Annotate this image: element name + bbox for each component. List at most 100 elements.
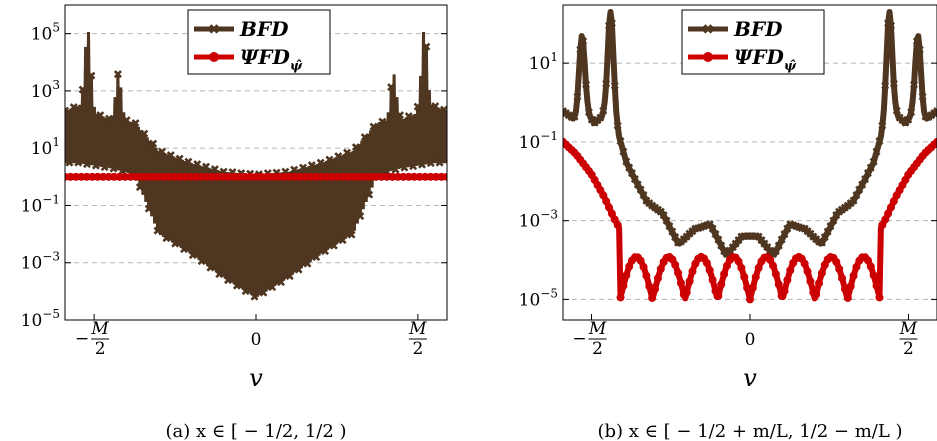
series-marker: ✖ <box>906 105 916 119</box>
series-marker: ✖ <box>382 165 392 179</box>
series-marker <box>803 267 812 276</box>
series-marker <box>869 271 878 280</box>
series-marker <box>817 268 826 277</box>
x-tick-label: − M2 <box>572 319 606 359</box>
series-marker: ✖ <box>909 78 919 92</box>
series-marker: ✖ <box>814 235 824 249</box>
series-marker: ✖ <box>736 230 746 244</box>
series-marker: ✖ <box>188 248 198 262</box>
tick-denominator: 2 <box>412 339 423 359</box>
legend-label: BFD <box>239 17 289 41</box>
series-marker: ✖ <box>395 109 405 123</box>
x-axis-label: v <box>743 364 757 392</box>
series-marker <box>774 280 783 289</box>
series-marker <box>714 291 723 300</box>
y-tick-label: 103 <box>31 78 60 102</box>
series-marker: ✖ <box>346 228 356 242</box>
series-marker: ✖ <box>679 233 689 247</box>
legend-label: BFD <box>733 17 783 41</box>
series-marker <box>639 262 648 271</box>
series-marker: ✖ <box>386 80 396 94</box>
series-marker: ✖ <box>201 160 211 174</box>
series-marker: ✖ <box>797 221 807 235</box>
series-marker: ✖ <box>581 78 591 92</box>
series-marker: ✖ <box>166 148 176 162</box>
series-marker: ✖ <box>725 244 735 258</box>
series-marker <box>812 290 821 299</box>
series-marker: ✖ <box>82 158 92 172</box>
series-marker: ✖ <box>569 110 579 124</box>
series-marker: ✖ <box>808 230 818 244</box>
series-marker: ✖ <box>696 220 706 234</box>
series-marker: ✖ <box>880 79 890 93</box>
series-marker <box>676 279 685 288</box>
series-marker: ✖ <box>929 106 937 120</box>
series-marker: ✖ <box>104 112 114 126</box>
series-marker: ✖ <box>843 199 853 213</box>
tick-text: 0 <box>251 330 262 350</box>
series-marker: ✖ <box>285 270 295 284</box>
series-marker: ✖ <box>849 194 859 208</box>
series-marker: ✖ <box>708 222 718 236</box>
series-marker: ✖ <box>653 203 663 217</box>
series-marker <box>852 262 861 271</box>
plot-area: ✖✖✖✖✖✖✖✖✖✖✖✖✖✖✖✖✖✖✖✖✖✖✖✖✖✖✖✖✖✖✖✖✖✖✖✖✖✖✖✖… <box>563 9 937 304</box>
series-psifd <box>65 172 447 181</box>
series-marker: ✖ <box>232 279 242 293</box>
series-marker: ✖ <box>817 236 827 250</box>
series-marker: ✖ <box>699 219 709 233</box>
series-marker <box>688 267 697 276</box>
series-marker: ✖ <box>837 203 847 217</box>
series-marker: ✖ <box>69 100 79 114</box>
y-tick-label: 10−1 <box>21 192 60 216</box>
legend-box <box>681 9 825 75</box>
series-marker <box>780 287 789 296</box>
series-marker: ✖ <box>851 188 861 202</box>
series-marker <box>656 264 665 273</box>
series-marker: ✖ <box>733 234 743 248</box>
series-marker <box>849 271 858 280</box>
series-marker <box>863 256 872 265</box>
series-line <box>563 9 937 258</box>
series-marker: ✖ <box>324 153 334 167</box>
series-marker: ✖ <box>78 83 88 97</box>
series-marker: ✖ <box>170 237 180 251</box>
series-marker: ✖ <box>662 214 672 228</box>
series-marker: ✖ <box>846 197 856 211</box>
legend-item: ✖ BFD <box>194 17 289 41</box>
series-marker: ✖ <box>320 244 330 258</box>
series-marker <box>815 279 824 288</box>
series-marker: ✖ <box>624 161 634 175</box>
y-tick-label: 10−3 <box>519 208 558 232</box>
plot-area: ✖✖✖✖✖✖✖✖✖✖✖✖✖✖✖✖✖✖✖✖✖✖✖✖✖✖✖✖✖✖✖✖✖✖✖✖✖✖✖✖… <box>65 31 449 304</box>
y-tick-label: 10−5 <box>519 286 558 310</box>
legend-marker <box>209 52 219 62</box>
legend-label: ΨFDψ̂ <box>240 45 303 74</box>
series-marker: ✖ <box>338 234 348 248</box>
series-marker: ✖ <box>307 159 317 173</box>
series-marker: ✖ <box>439 103 449 117</box>
series-marker: ✖ <box>280 165 290 179</box>
series-marker <box>625 262 634 271</box>
series-marker: ✖ <box>272 166 282 180</box>
series-marker: ✖ <box>148 137 158 151</box>
series-marker: ✖ <box>413 100 423 114</box>
tick-numerator: M <box>588 319 607 339</box>
series-marker <box>866 262 875 271</box>
series-marker: ✖ <box>834 205 844 219</box>
series-marker <box>616 293 625 302</box>
series-marker: ✖ <box>197 255 207 269</box>
series-marker: ✖ <box>430 99 440 113</box>
series-marker: ✖ <box>113 67 123 81</box>
caption: (a) x ∈ [ − 1/2, 1/2 ) <box>165 421 346 441</box>
series-marker: ✖ <box>811 233 821 247</box>
legend: ✖ BFD ΨFDψ̂ <box>187 9 331 75</box>
legend-box <box>187 9 331 75</box>
y-tick-label: 10−5 <box>21 307 60 331</box>
series-marker: ✖ <box>889 77 899 91</box>
series-marker: ✖ <box>647 199 657 213</box>
tick-numerator: M <box>90 319 109 339</box>
series-marker: ✖ <box>223 273 233 287</box>
series-marker: ✖ <box>742 229 752 243</box>
